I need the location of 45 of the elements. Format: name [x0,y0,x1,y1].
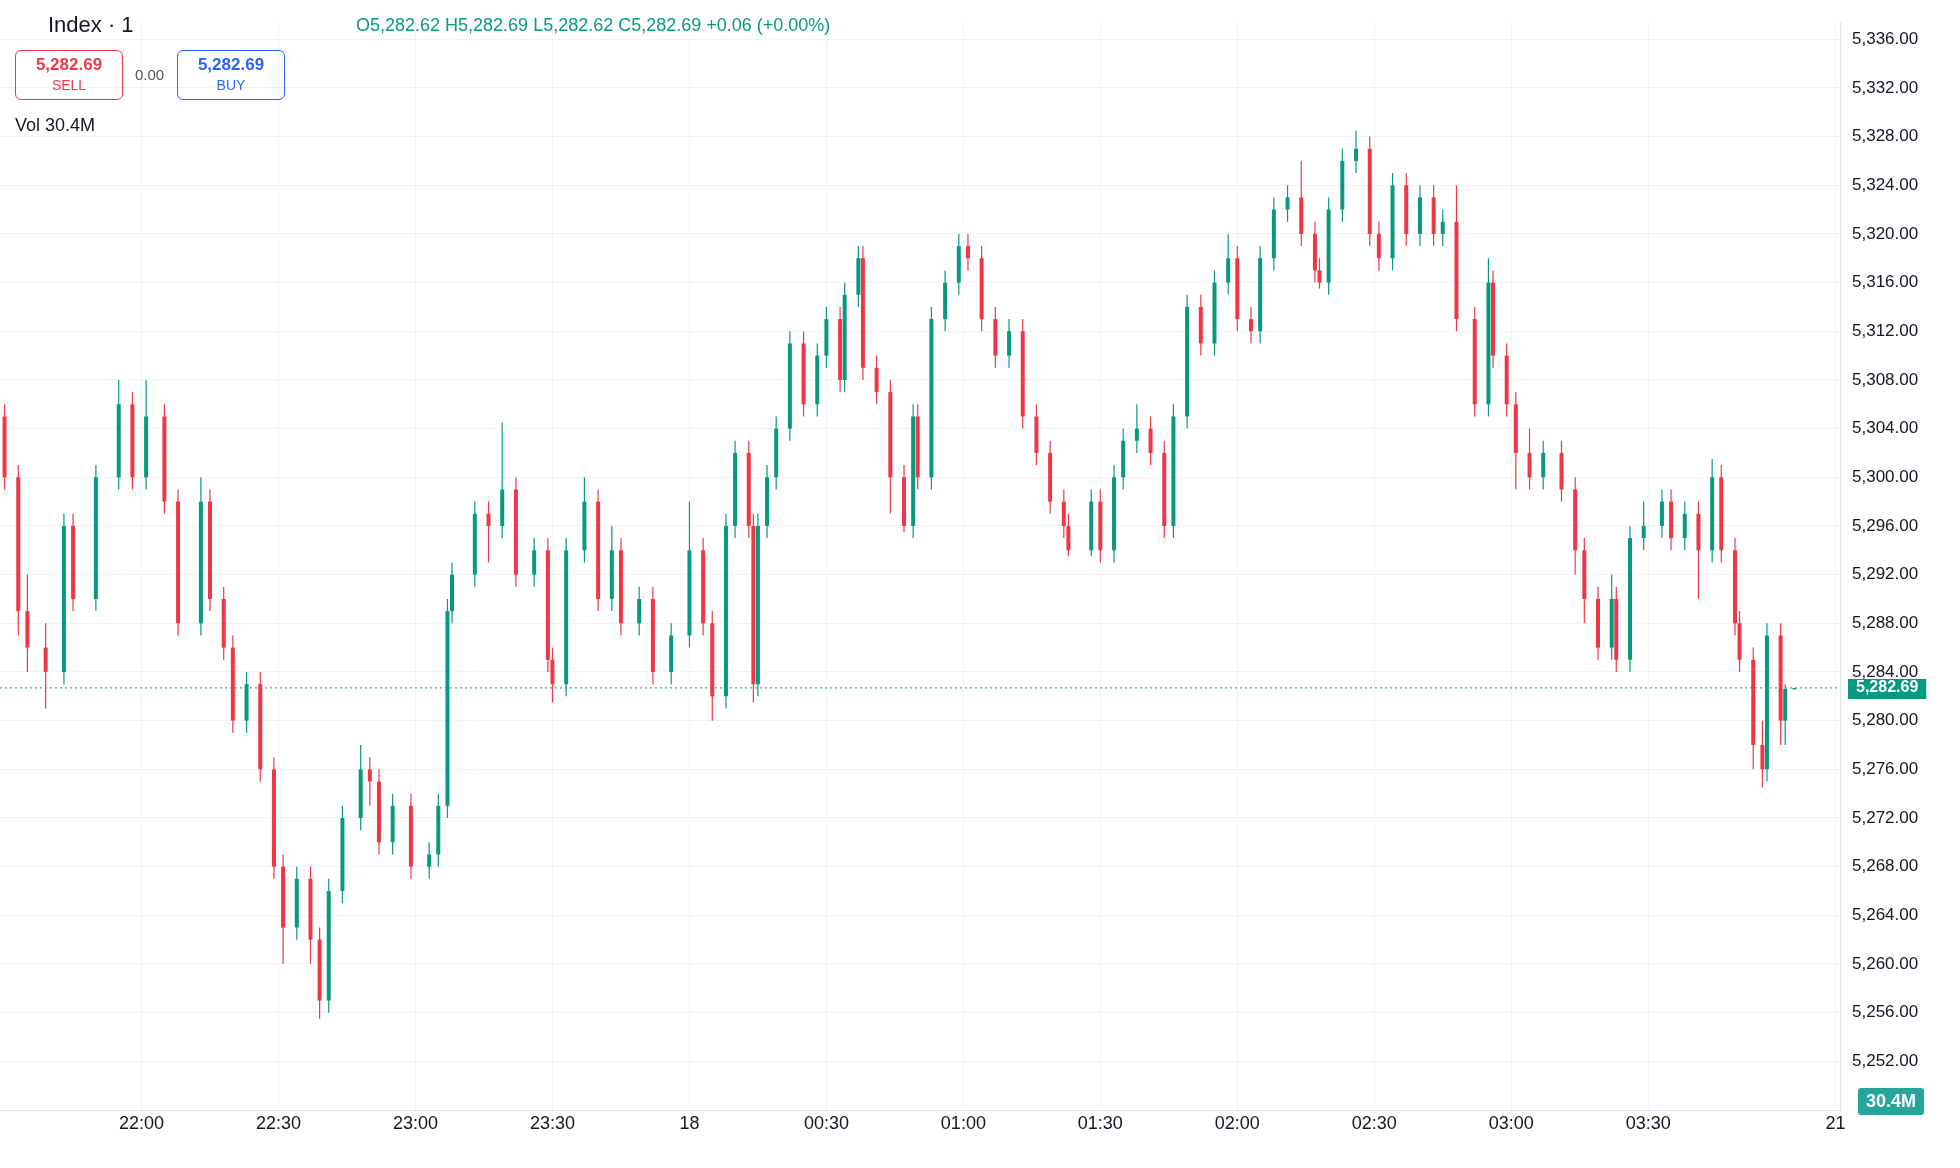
y-tick-label: 5,272.00 [1852,807,1919,827]
y-tick-label: 5,276.00 [1852,758,1919,778]
y-tick-label: 5,292.00 [1852,564,1919,584]
y-tick-label: 5,252.00 [1852,1051,1919,1071]
annotation: 0.00 [135,66,165,83]
chart-title: Index · 1 [48,12,134,38]
y-tick-label: 5,280.00 [1852,710,1919,730]
x-tick-label: 23:30 [529,1112,575,1133]
y-tick-label: 5,308.00 [1852,369,1919,389]
x-tick-label: 22:00 [119,1112,165,1133]
y-tick-label: 5,312.00 [1852,320,1919,340]
annotation: 5,282.69 [196,55,266,75]
text: 30.4M [1858,1088,1925,1115]
annotation: Vol 30.4M [15,115,96,136]
y-tick-label: 5,328.00 [1852,126,1919,146]
y-tick-label: 5,336.00 [1852,28,1919,48]
y-tick-label: 5,268.00 [1852,856,1919,876]
annotation: BUY [215,76,247,95]
y-tick-label: 5,320.00 [1852,223,1919,243]
x-tick-label: 03:00 [1488,1112,1534,1133]
annotation: O5,282.62 H5,282.69 L5,282.62 C5,282.69 +0.06 (+0.00%) [356,15,831,36]
x-tick-label: 03:30 [1625,1112,1671,1133]
x-tick-label: 18 [679,1112,700,1133]
annotation: 5,282.69 [34,55,104,75]
y-tick-label: 5,256.00 [1852,1002,1919,1022]
x-tick-label: 01:30 [1077,1112,1123,1133]
x-tick-label: 21 [1825,1112,1846,1133]
y-tick-label: 5,296.00 [1852,515,1919,535]
x-tick-label: 00:30 [803,1112,849,1133]
x-tick-label: 22:30 [255,1112,302,1133]
x-tick-label: 23:00 [392,1112,439,1133]
y-tick-label: 5,260.00 [1852,953,1919,973]
annotation: SELL [50,76,88,95]
y-tick-label: 5,264.00 [1852,905,1919,924]
ref-line-label: 5,282.69 [1856,678,1919,696]
y-tick-label: 5,332.00 [1852,77,1919,97]
y-tick-label: 5,324.00 [1852,174,1919,194]
x-tick-label: 02:00 [1214,1112,1260,1133]
y-tick-label: 5,304.00 [1852,418,1919,438]
x-tick-label: 02:30 [1351,1112,1397,1133]
y-tick-label: 5,316.00 [1852,272,1919,292]
y-tick-label: 5,288.00 [1852,612,1919,632]
y-tick-label: 5,300.00 [1852,466,1919,486]
y-tick-label: 5,284.00 [1852,661,1919,681]
x-tick-label: 01:00 [940,1112,986,1133]
